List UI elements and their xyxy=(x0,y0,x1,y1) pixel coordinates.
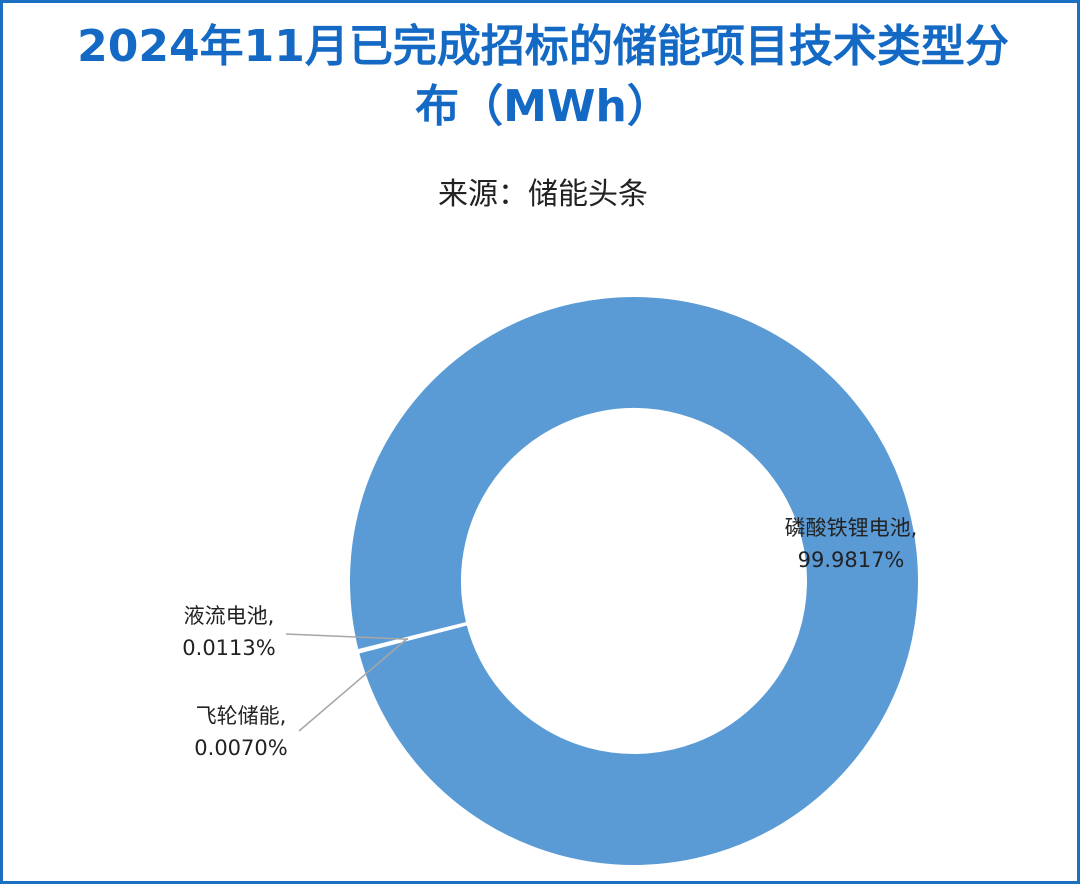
slice-label-value-1: 99.9817% xyxy=(798,548,905,572)
donut-slices xyxy=(348,295,921,868)
slice-label-name-2: 液流电池, xyxy=(184,604,275,628)
slice-label-value-3: 0.0070% xyxy=(194,736,287,760)
slice-label-name-3: 飞轮储能, xyxy=(196,704,287,728)
slice-label-name-1: 磷酸铁锂电池, xyxy=(785,516,918,540)
chart-title: 2024年11月已完成招标的储能项目技术类型分布（MWh） xyxy=(77,21,1009,132)
slice-1 xyxy=(348,295,921,868)
data-labels: 磷酸铁锂电池, 99.9817% 液流电池, 0.0113% 飞轮储能, 0.0070% xyxy=(182,516,917,760)
leader-line-3 xyxy=(298,637,409,732)
leader-line-2 xyxy=(285,633,408,640)
slice-label-value-2: 0.0113% xyxy=(182,636,275,660)
donut-chart: 磷酸铁锂电池, 99.9817% 液流电池, 0.0113% 飞轮储能, 0.0070% xyxy=(182,295,921,868)
chart-source: 来源：储能头条 xyxy=(438,177,648,212)
leader-lines xyxy=(285,633,409,732)
slice-3 xyxy=(356,621,469,653)
